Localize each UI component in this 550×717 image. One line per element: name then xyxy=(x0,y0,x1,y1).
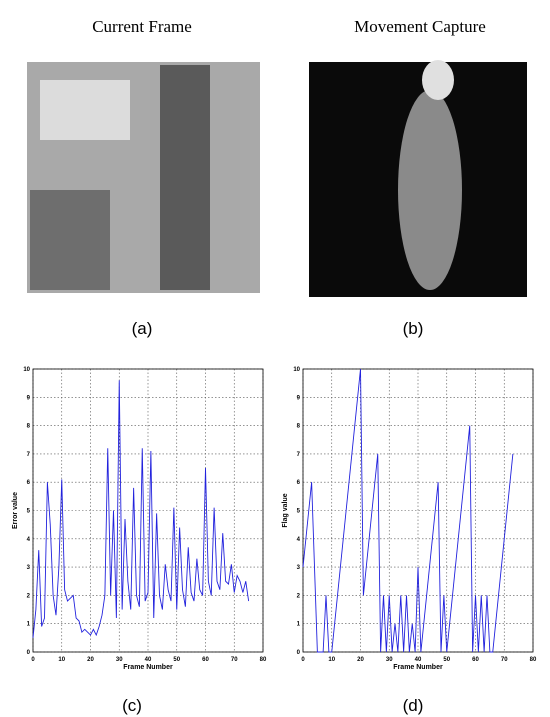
y-tick-label: 6 xyxy=(27,480,31,486)
image-title: Current Frame xyxy=(92,17,192,36)
plot-frame xyxy=(302,368,534,653)
data-line xyxy=(302,368,514,653)
y-tick-label: 10 xyxy=(293,367,300,373)
y-tick-label: 1 xyxy=(27,622,31,628)
caption: (b) xyxy=(403,319,424,338)
y-tick-label: 0 xyxy=(27,650,31,656)
data-line xyxy=(32,380,250,638)
x-tick-label: 0 xyxy=(301,657,305,663)
image-detail xyxy=(422,60,454,100)
y-tick-label: 0 xyxy=(297,650,301,656)
image-title: Movement Capture xyxy=(354,17,486,36)
y-tick-label: 9 xyxy=(297,395,301,401)
y-tick-label: 9 xyxy=(27,395,31,401)
y-tick-label: 5 xyxy=(297,509,301,515)
y-tick-label: 4 xyxy=(297,537,301,543)
x-tick-label: 30 xyxy=(386,657,393,663)
x-tick-label: 60 xyxy=(472,657,479,663)
y-tick-label: 2 xyxy=(297,593,301,599)
x-tick-label: 70 xyxy=(231,657,238,663)
x-tick-label: 10 xyxy=(328,657,335,663)
image-detail xyxy=(30,190,110,290)
image-detail xyxy=(40,80,130,140)
y-tick-label: 5 xyxy=(27,509,31,515)
plot-frame xyxy=(32,368,264,653)
y-tick-label: 1 xyxy=(297,622,301,628)
x-axis-label: Frame Number xyxy=(393,664,443,671)
y-tick-label: 7 xyxy=(297,452,301,458)
y-tick-label: 8 xyxy=(27,424,31,430)
x-tick-label: 80 xyxy=(530,657,537,663)
y-axis-label: Flag value xyxy=(282,493,289,527)
y-tick-label: 10 xyxy=(23,367,30,373)
x-tick-label: 80 xyxy=(260,657,267,663)
y-tick-label: 4 xyxy=(27,537,31,543)
caption: (a) xyxy=(132,319,153,338)
x-axis-label: Frame Number xyxy=(123,664,173,671)
y-tick-label: 2 xyxy=(27,593,31,599)
image-detail xyxy=(160,65,210,290)
caption: (d) xyxy=(403,696,424,715)
x-tick-label: 10 xyxy=(58,657,65,663)
y-tick-label: 6 xyxy=(297,480,301,486)
x-tick-label: 50 xyxy=(173,657,180,663)
y-tick-label: 8 xyxy=(297,424,301,430)
x-tick-label: 0 xyxy=(31,657,35,663)
image-detail xyxy=(398,90,462,290)
x-tick-label: 70 xyxy=(501,657,508,663)
x-tick-label: 30 xyxy=(116,657,123,663)
y-axis-label: Error value xyxy=(12,492,19,529)
y-tick-label: 7 xyxy=(27,452,31,458)
x-tick-label: 20 xyxy=(357,657,364,663)
x-tick-label: 20 xyxy=(87,657,94,663)
x-tick-label: 60 xyxy=(202,657,209,663)
y-tick-label: 3 xyxy=(297,565,301,571)
x-tick-label: 40 xyxy=(145,657,152,663)
caption: (c) xyxy=(122,696,142,715)
y-tick-label: 3 xyxy=(27,565,31,571)
x-tick-label: 40 xyxy=(415,657,422,663)
x-tick-label: 50 xyxy=(443,657,450,663)
